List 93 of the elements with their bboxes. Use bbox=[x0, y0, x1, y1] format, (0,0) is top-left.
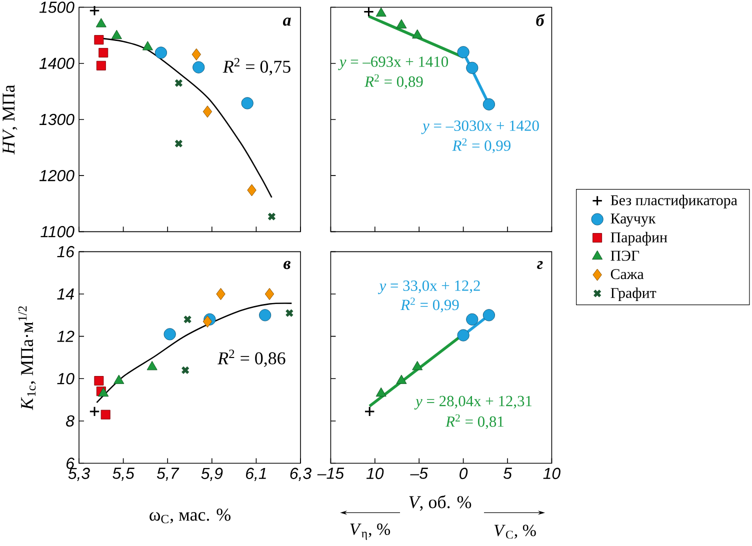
y-tick-label: 14 bbox=[57, 288, 74, 300]
annotation: y = –3030x + 1420 bbox=[421, 120, 539, 134]
point bbox=[376, 7, 386, 17]
point bbox=[259, 309, 272, 322]
point bbox=[396, 19, 407, 28]
x-tick-label: 0 bbox=[460, 468, 468, 480]
point bbox=[264, 288, 274, 300]
point bbox=[114, 374, 124, 384]
chart-title: в bbox=[284, 260, 290, 270]
point bbox=[241, 97, 254, 110]
y-tick-label: 1300 bbox=[39, 114, 74, 126]
point bbox=[98, 387, 109, 397]
legend-label: Парафин bbox=[610, 232, 668, 246]
point bbox=[96, 18, 106, 28]
y-tick-label: 1400 bbox=[39, 58, 74, 70]
point bbox=[376, 387, 386, 397]
y-tick-label: 6 bbox=[66, 458, 74, 469]
point bbox=[96, 60, 106, 70]
point bbox=[89, 5, 100, 16]
annotation: y = 28,04x + 12,31 bbox=[414, 396, 532, 410]
point bbox=[142, 41, 153, 50]
x-tick-label: –5 bbox=[410, 468, 428, 479]
legend-label: Каучук bbox=[610, 214, 656, 227]
point bbox=[396, 374, 407, 384]
point bbox=[181, 366, 190, 374]
point bbox=[412, 29, 423, 38]
point bbox=[285, 308, 294, 318]
line-series bbox=[96, 302, 292, 404]
annotation: y = –693x + 1410 bbox=[338, 56, 448, 70]
point bbox=[183, 315, 192, 324]
x-tick-label: 5,7 bbox=[156, 468, 180, 481]
x-tick-label: 5 bbox=[503, 468, 512, 479]
point bbox=[466, 62, 478, 74]
point bbox=[457, 46, 470, 58]
point bbox=[174, 139, 183, 148]
y-axis-title: HV, МПа bbox=[2, 84, 18, 155]
point bbox=[267, 212, 276, 221]
y-tick-label: 1200 bbox=[39, 170, 74, 182]
point bbox=[164, 328, 176, 340]
text: V$_{η}$, % bbox=[350, 524, 390, 540]
legend-label: Без пластификатора bbox=[610, 194, 738, 208]
chart-title: а bbox=[282, 18, 291, 26]
x-tick-label: 5,9 bbox=[201, 468, 223, 481]
point bbox=[466, 313, 478, 326]
point bbox=[482, 309, 495, 322]
annotation: y = 33,0x + 12,2 bbox=[378, 280, 480, 294]
x-tick-label: –15 bbox=[317, 468, 344, 479]
x-tick-label: 5,5 bbox=[112, 468, 134, 481]
x-axis-title: ω$_{C}$, мас. % bbox=[150, 508, 230, 524]
point bbox=[174, 78, 183, 88]
x-tick-label: 6,1 bbox=[246, 468, 266, 481]
point bbox=[94, 35, 104, 45]
point bbox=[247, 184, 256, 196]
y-tick-label: 12 bbox=[57, 330, 74, 342]
annotation: R$^{2}$ = 0,99 bbox=[452, 138, 510, 154]
x-tick-label: 10 bbox=[543, 468, 560, 480]
annotation: R$^{2}$ = 0,75 bbox=[222, 58, 290, 76]
legend-label: Графит bbox=[610, 287, 656, 302]
x-tick-label: 5,3 bbox=[68, 468, 90, 481]
point bbox=[111, 30, 122, 40]
annotation: R$^{2}$ = 0,81 bbox=[446, 414, 504, 430]
annotation: R$^{2}$ = 0,89 bbox=[364, 74, 423, 90]
point bbox=[202, 106, 212, 118]
legend-label: Сажа bbox=[610, 269, 644, 280]
point bbox=[202, 315, 212, 328]
x-tick-label: 6,3 bbox=[290, 468, 312, 481]
point bbox=[98, 48, 108, 58]
point bbox=[482, 98, 495, 110]
legend-label: ПЭГ bbox=[610, 250, 640, 261]
point bbox=[146, 360, 158, 370]
y-tick-label: 16 bbox=[57, 246, 74, 258]
point bbox=[192, 61, 205, 74]
y-axis-title: K$_{1c}$, МПа·м$^{1/2}$ bbox=[18, 306, 36, 410]
point bbox=[100, 410, 110, 420]
x-tick-label: 10 bbox=[366, 468, 384, 480]
point bbox=[457, 329, 470, 342]
point bbox=[154, 46, 168, 59]
point bbox=[192, 48, 202, 60]
y-tick-label: 1500 bbox=[39, 2, 74, 13]
point bbox=[89, 406, 100, 417]
y-tick-label: 1100 bbox=[40, 226, 74, 238]
point bbox=[363, 6, 374, 18]
point bbox=[216, 288, 226, 300]
y-tick-label: 10 bbox=[57, 373, 74, 384]
chart-title: б bbox=[536, 14, 545, 26]
chart-title: г bbox=[537, 260, 543, 270]
point bbox=[94, 376, 104, 386]
annotation: R$^{2}$ = 0,86 bbox=[218, 350, 286, 367]
point bbox=[412, 360, 423, 370]
text: V$_{C}$, % bbox=[494, 524, 536, 539]
annotation: R$^{2}$ = 0,99 bbox=[400, 298, 459, 312]
x-axis-title: V, об. % bbox=[409, 495, 472, 511]
y-tick-label: 8 bbox=[66, 415, 74, 427]
